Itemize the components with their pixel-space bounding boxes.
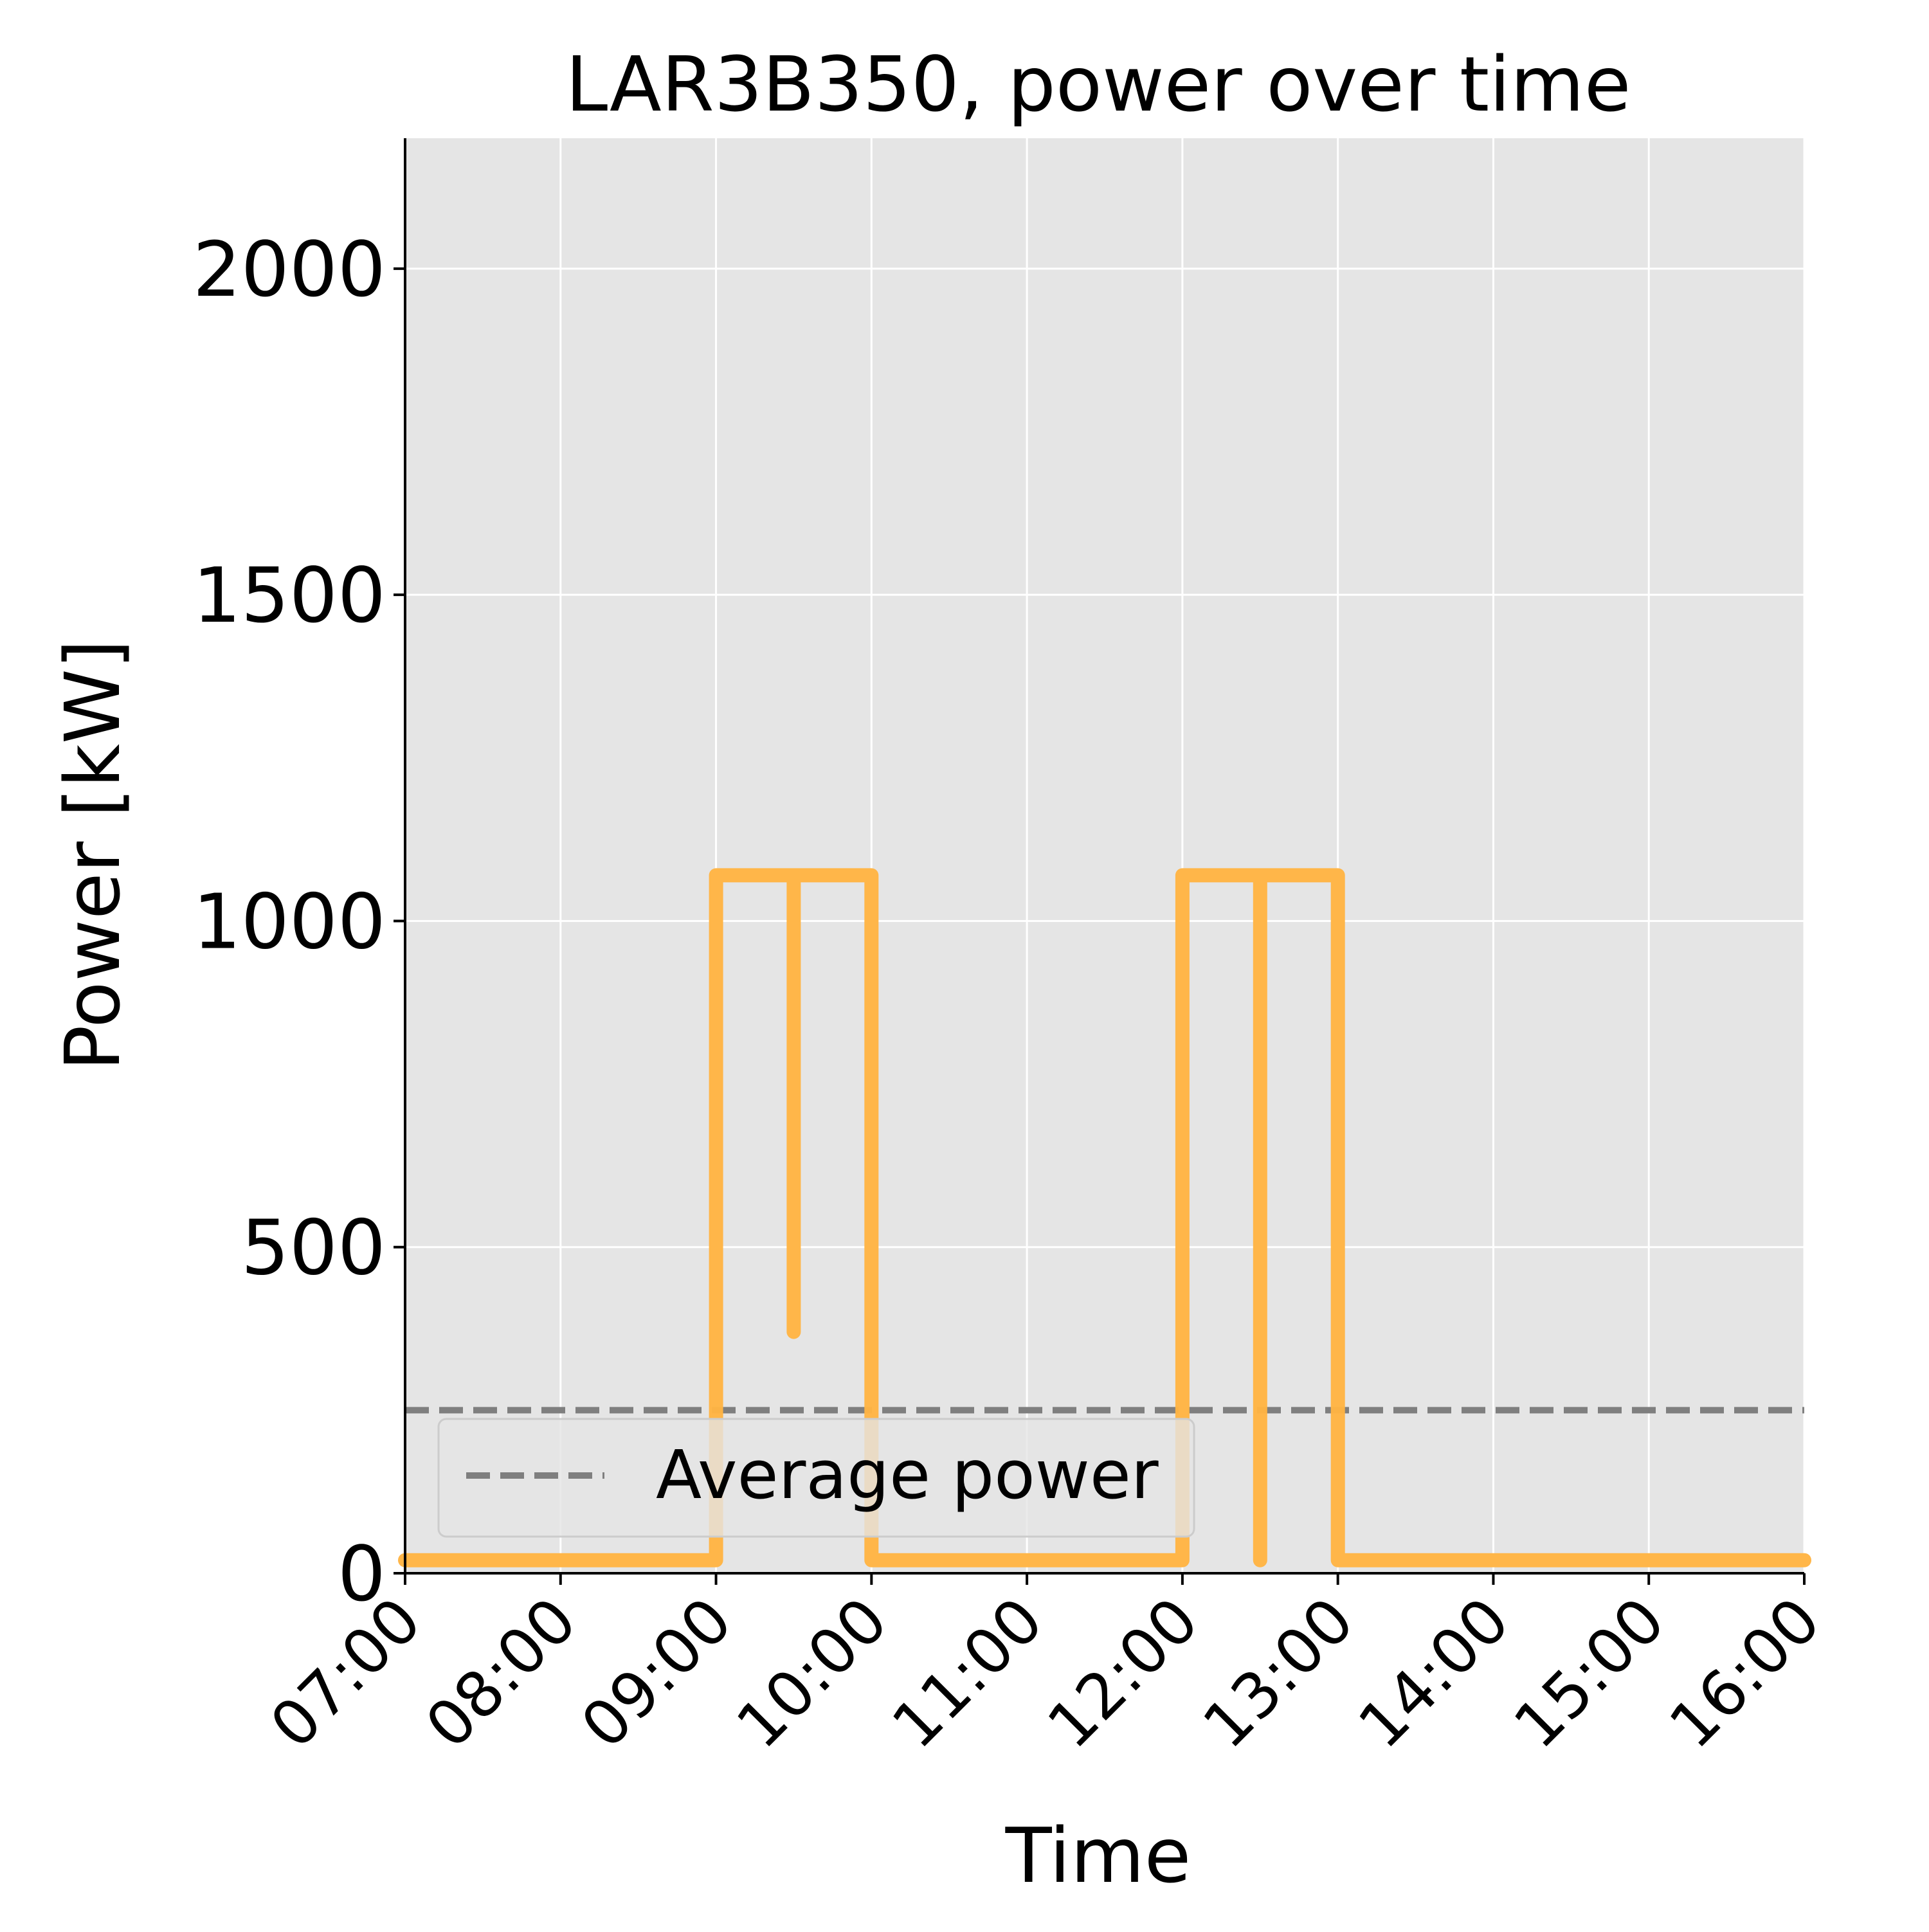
- x-tick-label: 10:00: [723, 1584, 901, 1762]
- x-axis-label: Time: [1005, 1811, 1191, 1900]
- x-tick-label: 16:00: [1656, 1584, 1834, 1762]
- y-tick-label: 500: [241, 1204, 386, 1292]
- plot-background: [405, 138, 1804, 1573]
- x-tick-label: 13:00: [1189, 1584, 1368, 1762]
- x-tick-label: 09:00: [567, 1584, 746, 1762]
- legend-label: Average power: [656, 1436, 1159, 1514]
- x-tick-label: 08:00: [412, 1584, 590, 1762]
- x-tick-label: 11:00: [878, 1584, 1057, 1762]
- plot-area: 050010001500200007:0008:0009:0010:0011:0…: [193, 138, 1834, 1762]
- x-tick-label: 12:00: [1034, 1584, 1213, 1762]
- y-tick-label: 0: [338, 1530, 386, 1618]
- y-axis-label: Power [kW]: [48, 639, 137, 1070]
- y-tick-label: 2000: [193, 225, 386, 314]
- x-tick-label: 14:00: [1345, 1584, 1523, 1762]
- power-series-line: [398, 868, 1811, 1567]
- chart-title: LAR3B350, power over time: [566, 40, 1631, 129]
- x-tick-label: 15:00: [1500, 1584, 1679, 1762]
- y-tick-label: 1000: [193, 877, 386, 966]
- legend-box: [437, 1418, 1195, 1538]
- y-tick-label: 1500: [193, 551, 386, 640]
